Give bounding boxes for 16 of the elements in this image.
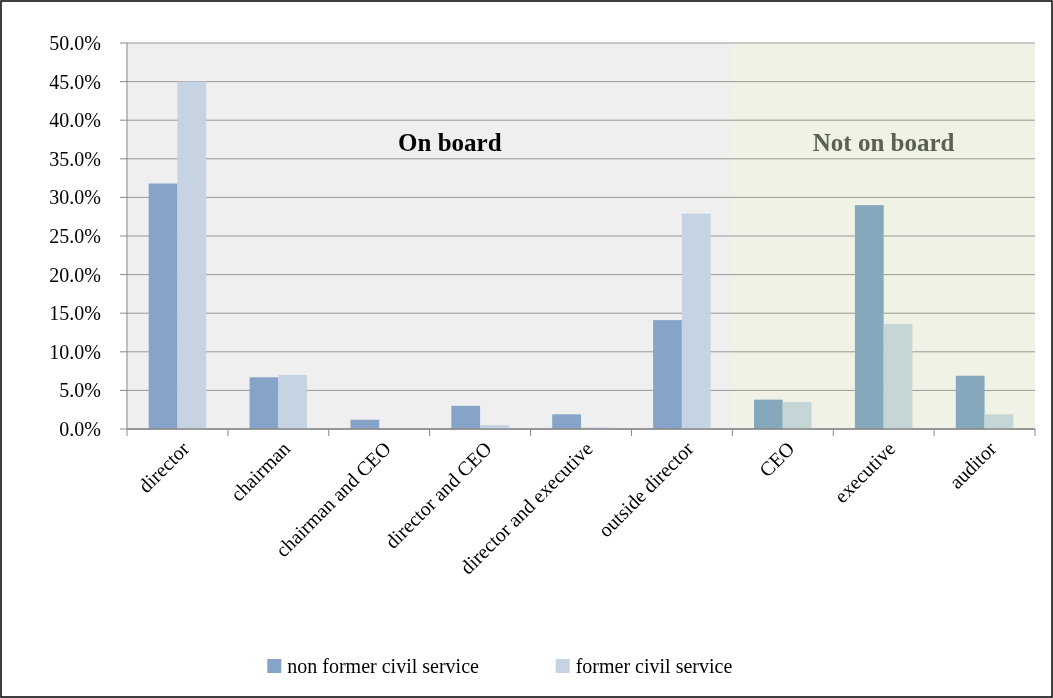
y-tick-label: 20.0% — [49, 263, 101, 286]
band-label: On board — [398, 129, 502, 156]
y-tick-label: 30.0% — [49, 186, 101, 209]
y-tick-label: 35.0% — [49, 147, 101, 170]
band-label: Not on board — [812, 129, 955, 156]
y-tick-label: 0.0% — [59, 418, 101, 440]
y-tick-label: 45.0% — [49, 70, 101, 93]
y-tick-label: 40.0% — [49, 109, 101, 132]
y-tick-label: 10.0% — [49, 340, 101, 363]
legend-label: former civil service — [575, 655, 733, 677]
y-tick-label: 50.0% — [49, 32, 101, 54]
x-tick-label: CEO — [754, 437, 799, 482]
y-tick-label: 25.0% — [49, 225, 101, 247]
y-tick-label: 15.0% — [49, 302, 101, 325]
legend-label: non former civil service — [287, 655, 480, 677]
y-tick-label: 5.0% — [59, 379, 101, 402]
